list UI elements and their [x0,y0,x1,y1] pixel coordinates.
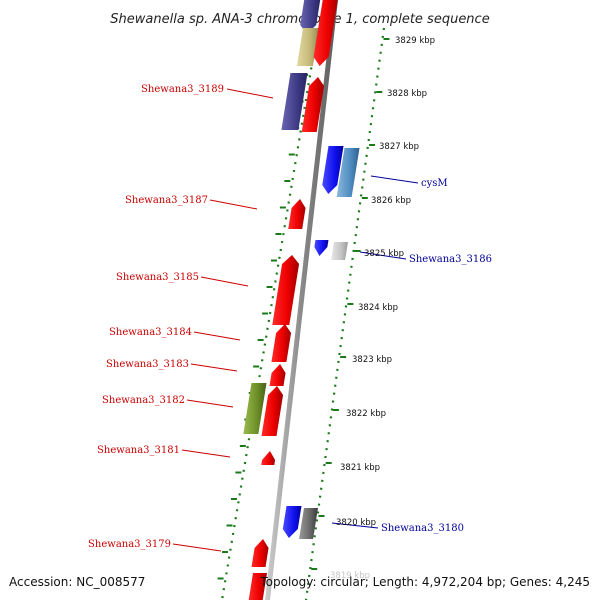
gene-label-shewana3-3185[interactable]: Shewana3_3185 [116,272,199,283]
gene-arrow [288,199,306,229]
leader-line [193,331,241,341]
gene-arrow [300,0,321,34]
gene-arrow [313,0,338,66]
kbp-label: 3827 kbp [379,142,419,152]
gene-label-shewana3-3179[interactable]: Shewana3_3179 [88,539,171,550]
kbp-label: 3829 kbp [395,36,435,46]
kbp-label: 3828 kbp [387,89,427,99]
gene-arrow [281,73,308,130]
gene-label-shewana3-3186[interactable]: Shewana3_3186 [409,254,492,265]
gene-label-shewana3-3180[interactable]: Shewana3_3180 [381,523,464,534]
gene-arrow [243,383,267,434]
gene-label-shewana3-3183[interactable]: Shewana3_3183 [106,359,189,370]
gene-label-shewana3-3181[interactable]: Shewana3_3181 [97,445,180,456]
leader-line [172,543,222,552]
leader-line [226,88,274,99]
gene-arrow [336,148,360,197]
kbp-scale-labels: 3829 kbp 3828 kbp 3827 kbp 3826 kbp 3825… [330,36,435,581]
leader-line [181,449,231,458]
gene-arrow [299,508,318,539]
gene-arrow [251,539,269,567]
gene-arrow [322,146,344,194]
leader-line [370,175,419,184]
accession-text: Accession: NC_008577 [9,575,145,589]
gene-arrow [301,77,325,132]
gene-label-shewana3-3189[interactable]: Shewana3_3189 [141,84,224,95]
kbp-label: 3821 kbp [340,463,380,473]
gene-arrow [272,255,300,325]
sequence-backbone [265,0,338,600]
topology-text: Topology: circular; Length: 4,972,204 bp… [259,575,590,589]
gene-features [243,0,360,600]
leader-line [209,199,258,210]
kbp-label: 3825 kbp [364,249,404,259]
kbp-label: 3823 kbp [352,355,392,365]
gene-arrow [261,451,276,465]
gene-label-cysm[interactable]: cysM [421,178,448,189]
gene-label-shewana3-3187[interactable]: Shewana3_3187 [125,195,208,206]
gene-arrow [269,364,286,386]
gene-arrow [314,240,329,256]
gene-arrow [271,324,292,362]
label-leader-lines [172,88,419,552]
gene-arrow [261,386,284,436]
gene-arrow [282,506,302,538]
kbp-label: 3824 kbp [358,303,398,313]
leader-line [331,522,379,529]
outer-dotted-tracks [220,27,386,600]
gene-label-shewana3-3184[interactable]: Shewana3_3184 [109,327,192,338]
kbp-label: 3822 kbp [346,409,386,419]
kbp-label: 3819 kbp [330,571,370,581]
leader-line [186,399,234,408]
leader-line [200,276,249,287]
right-dotted-track [304,27,386,600]
gene-arrow [296,28,319,66]
leader-line [190,363,238,372]
kbp-label: 3826 kbp [371,196,411,206]
map-title: Shewanella sp. ANA-3 chromosome 1, compl… [110,12,489,27]
leader-line [359,251,407,260]
left-gene-labels: Shewana3_3189 Shewana3_3187 Shewana3_318… [88,84,224,550]
right-gene-labels: cysM Shewana3_3186 Shewana3_3180 [381,178,492,534]
gene-label-shewana3-3182[interactable]: Shewana3_3182 [102,395,185,406]
kbp-label: 3820 kbp [336,518,376,528]
gene-arrow [331,242,348,260]
left-dotted-track [220,27,320,600]
gene-arrow [248,573,267,600]
